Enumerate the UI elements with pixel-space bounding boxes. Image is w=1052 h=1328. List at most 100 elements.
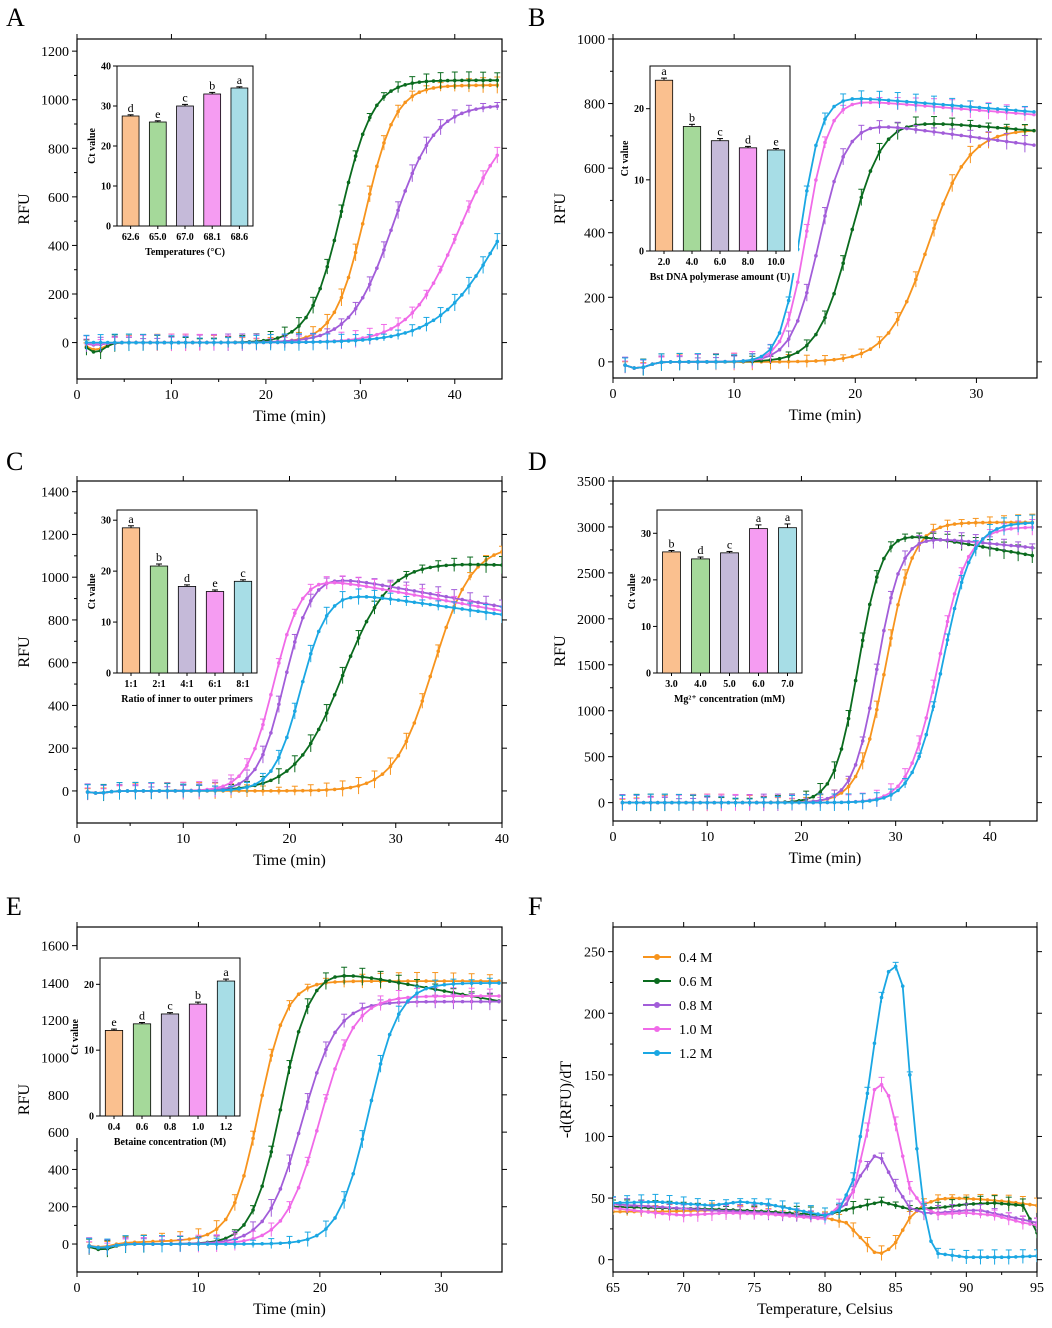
inset-significance-letter: c <box>167 999 172 1013</box>
x-axis-label: Time (min) <box>789 407 862 424</box>
data-point <box>497 999 501 1004</box>
data-point <box>959 165 964 169</box>
data-point <box>971 1197 976 1201</box>
plot-area <box>613 961 1037 1265</box>
legend-marker <box>654 1026 660 1032</box>
data-point <box>872 1087 877 1092</box>
data-point <box>285 670 289 675</box>
data-point <box>952 606 957 611</box>
data-point <box>375 266 379 270</box>
y-tick-label: 400 <box>48 699 69 714</box>
inset-y-tick-label: 20 <box>634 104 644 115</box>
data-point <box>893 1240 898 1245</box>
data-point <box>495 153 500 158</box>
data-point <box>900 1154 905 1158</box>
y-axis-label: RFU <box>16 193 33 225</box>
data-point <box>850 227 855 232</box>
inset-bar-chart: 0 10 20 Ct value e 0.4 d 0.6 c 0.8 b 1.0 a 1.2 Betaine… <box>70 950 248 1148</box>
data-point <box>478 994 483 998</box>
data-point <box>460 607 464 611</box>
inset-x-tick-label: 10.0 <box>767 257 785 268</box>
data-point <box>389 89 393 93</box>
data-point <box>424 979 428 983</box>
data-point <box>677 360 682 364</box>
data-point <box>484 610 488 615</box>
data-point <box>627 800 632 805</box>
data-point <box>859 351 864 356</box>
data-point <box>369 976 374 980</box>
data-point <box>304 340 308 344</box>
y-tick-label: 0 <box>598 356 605 371</box>
y-tick-label: 600 <box>48 191 69 206</box>
data-point <box>424 999 428 1004</box>
data-point <box>369 1098 374 1103</box>
data-point <box>325 320 330 325</box>
data-point <box>324 581 329 585</box>
data-point <box>282 340 287 345</box>
data-point <box>410 311 415 315</box>
data-point <box>141 789 146 793</box>
data-point <box>300 788 305 793</box>
data-point <box>304 315 308 320</box>
data-point <box>973 520 978 525</box>
data-point <box>403 189 407 193</box>
data-point <box>296 1029 301 1034</box>
data-point <box>468 574 472 579</box>
data-point <box>316 788 321 793</box>
data-point <box>169 340 174 345</box>
data-point <box>424 293 429 297</box>
data-point <box>420 567 425 572</box>
data-point <box>786 317 791 322</box>
data-point <box>396 85 400 90</box>
data-point <box>242 1174 246 1178</box>
data-point <box>865 1164 870 1168</box>
data-point <box>823 358 827 363</box>
data-point <box>474 274 478 278</box>
data-point <box>914 277 918 282</box>
data-point <box>865 1128 870 1133</box>
data-point <box>360 296 365 300</box>
data-point <box>378 1001 383 1006</box>
data-point <box>786 359 791 364</box>
data-point <box>945 619 950 624</box>
data-point <box>814 143 818 148</box>
inset-y-tick-label: 30 <box>101 102 111 113</box>
data-point <box>351 1025 356 1030</box>
data-point <box>959 580 964 585</box>
data-point <box>190 340 195 345</box>
data-point <box>986 137 991 141</box>
data-point <box>941 102 945 107</box>
data-point <box>436 649 441 654</box>
data-point <box>375 103 379 108</box>
data-point <box>353 250 358 255</box>
data-point <box>237 774 241 778</box>
data-point <box>223 1236 228 1241</box>
data-point <box>867 602 872 607</box>
data-point <box>372 595 377 600</box>
data-point <box>1002 543 1006 547</box>
data-point <box>420 699 425 703</box>
panel-label: D <box>528 447 547 476</box>
inset-y-tick-label: 0 <box>106 222 111 233</box>
data-point <box>308 741 313 746</box>
data-point <box>786 337 791 341</box>
data-point <box>777 339 782 344</box>
data-point <box>120 340 124 345</box>
data-point <box>251 1242 255 1246</box>
data-point <box>481 263 485 267</box>
data-point <box>968 134 973 139</box>
data-point <box>860 759 865 763</box>
data-point <box>977 136 982 140</box>
data-point <box>233 340 237 345</box>
series-line <box>88 980 499 1248</box>
data-point <box>903 575 907 580</box>
data-point <box>860 638 865 643</box>
data-point <box>125 789 130 793</box>
data-point <box>882 672 886 677</box>
data-point <box>431 86 436 90</box>
inset-bar <box>148 121 167 227</box>
data-point <box>372 605 377 610</box>
data-point <box>311 303 315 308</box>
data-point <box>339 209 344 214</box>
data-point <box>277 789 281 793</box>
